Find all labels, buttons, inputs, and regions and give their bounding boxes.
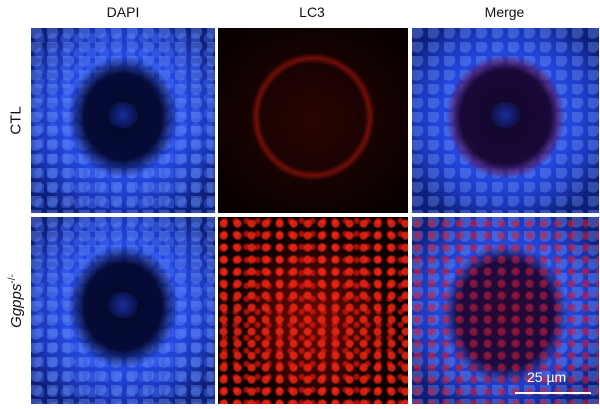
nucleus-stain [490, 102, 521, 128]
column-label-dapi: DAPI [106, 4, 140, 20]
column-label-lc3: LC3 [299, 4, 325, 20]
panel-ctl-merge [412, 28, 599, 213]
panel-ggpps-merge [412, 217, 599, 404]
row-label-ggpps: Ggpps-/- [7, 241, 25, 361]
row-label-ggpps-text: Ggpps [8, 283, 25, 328]
row-label-ggpps-superscript: -/- [7, 274, 18, 284]
panel-ggpps-dapi [31, 217, 215, 404]
panel-ctl-dapi [31, 28, 215, 213]
nucleus-stain [108, 102, 138, 128]
row-label-ctl: CTL [7, 106, 25, 135]
scale-bar-label: 25 µm [527, 369, 567, 385]
panel-ctl-lc3 [218, 28, 408, 213]
panel-ggpps-lc3 [218, 217, 408, 404]
column-label-merge: Merge [484, 4, 525, 20]
scale-bar [515, 392, 591, 394]
nucleus-stain [108, 291, 138, 318]
